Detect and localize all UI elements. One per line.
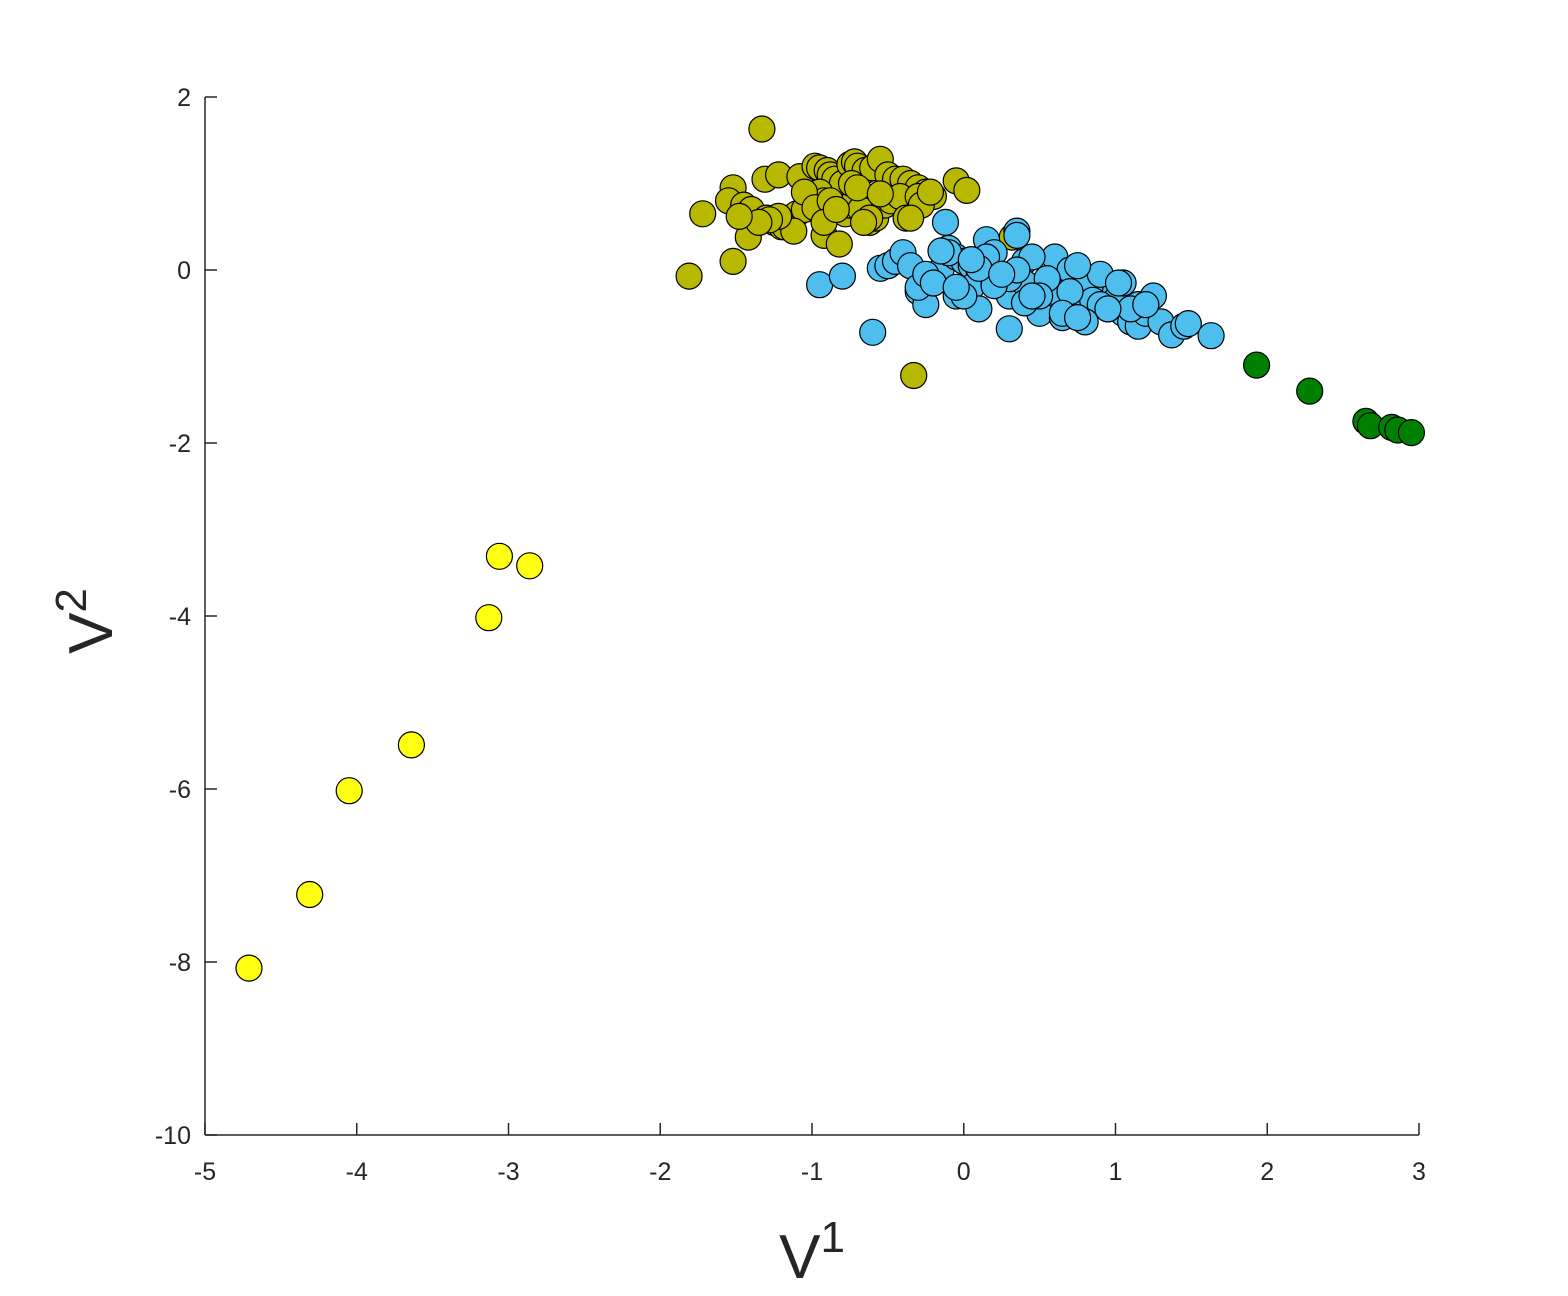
data-point: [1018, 282, 1046, 310]
data-point: [235, 954, 263, 982]
data-point: [900, 361, 928, 390]
data-point: [719, 247, 747, 275]
x-axis-title-main: V: [779, 1223, 821, 1292]
series-2: [805, 208, 1225, 350]
data-point: [485, 542, 513, 570]
data-point: [995, 315, 1023, 343]
y-tick-label: 0: [177, 257, 191, 285]
data-point: [689, 200, 717, 228]
data-point: [516, 552, 544, 580]
data-point: [475, 604, 503, 632]
data-point: [953, 176, 981, 204]
y-axis-title: V2: [47, 588, 126, 654]
data-point: [805, 271, 834, 299]
data-point: [1197, 322, 1225, 350]
y-tick-label: 2: [177, 84, 191, 112]
x-tick-label: -3: [497, 1158, 519, 1186]
data-point: [822, 195, 850, 224]
data-point: [1104, 269, 1133, 297]
data-point: [919, 269, 948, 297]
data-point: [942, 273, 970, 301]
data-point: [825, 230, 853, 258]
x-axis-title: V1: [779, 1213, 845, 1292]
y-axis-title-main: V: [57, 612, 126, 654]
y-tick-label: -2: [169, 430, 191, 458]
data-point: [1063, 304, 1092, 332]
data-points: [235, 115, 1426, 982]
data-point: [916, 178, 945, 206]
data-point: [675, 262, 703, 290]
y-tick-label: -8: [169, 949, 191, 977]
data-point: [988, 260, 1016, 288]
x-tick-label: -1: [801, 1158, 823, 1186]
y-tick-label: -6: [169, 776, 191, 804]
y-axis-ticks: -10 -8 -6 -4 -2 0 2: [155, 84, 217, 1150]
axes: -5 -4 -3 -2 -1 0 1 2 3 -10-8-6-4-202: [155, 84, 1426, 1186]
data-point: [828, 262, 857, 290]
data-point: [296, 880, 324, 909]
x-tick-label: 3: [1412, 1158, 1426, 1186]
x-tick-label: 1: [1109, 1158, 1123, 1186]
data-point: [1242, 351, 1271, 379]
data-point: [748, 115, 776, 143]
data-point: [859, 318, 887, 346]
data-point: [896, 204, 925, 232]
data-point: [1003, 221, 1031, 249]
data-point: [957, 246, 985, 274]
series-3: [1242, 351, 1426, 447]
data-point: [849, 208, 878, 236]
data-point: [725, 202, 753, 230]
series-4: [235, 542, 544, 982]
data-point: [397, 731, 425, 759]
data-point: [927, 237, 955, 265]
data-point: [931, 208, 960, 236]
data-point: [1094, 295, 1122, 323]
x-tick-label: -2: [649, 1158, 671, 1186]
y-tick-label: -4: [169, 603, 191, 631]
y-tick-label: -10: [155, 1122, 191, 1150]
x-axis-title-superscript: 1: [820, 1213, 844, 1262]
data-point: [866, 180, 894, 208]
data-point: [1174, 310, 1202, 338]
data-point: [843, 174, 872, 202]
data-point: [1296, 377, 1324, 405]
x-tick-label: 2: [1260, 1158, 1274, 1186]
series-1: [675, 115, 1026, 390]
y-axis-title-superscript: 2: [47, 588, 96, 612]
data-point: [1132, 291, 1160, 319]
x-tick-label: -5: [194, 1158, 216, 1186]
x-tick-label: -4: [346, 1158, 368, 1186]
x-axis-ticks: -5 -4 -3 -2 -1 0 1 2 3: [194, 1123, 1426, 1186]
data-point: [335, 777, 363, 805]
x-tick-label: 0: [957, 1158, 971, 1186]
data-point: [1397, 419, 1426, 447]
data-point: [1063, 252, 1092, 280]
